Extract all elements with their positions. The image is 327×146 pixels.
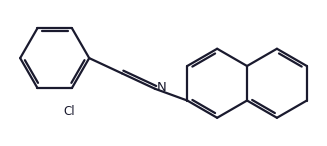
Text: N: N — [157, 81, 167, 94]
Text: Cl: Cl — [64, 105, 76, 118]
